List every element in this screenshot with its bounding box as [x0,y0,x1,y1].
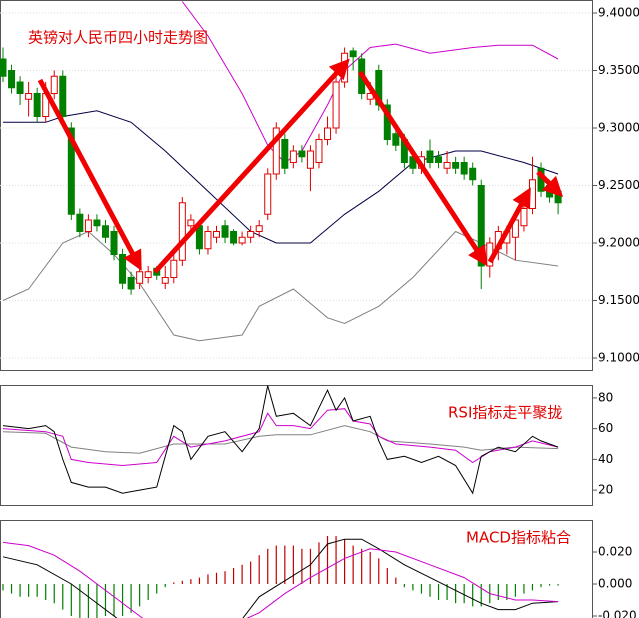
candle-body [426,150,434,163]
candle-body [238,236,246,244]
indicator-line [3,110,559,244]
trend-arrow [536,170,564,198]
candle-body [392,133,400,146]
candle-body [33,93,41,117]
trend-arrow [37,78,142,271]
candle-body [435,156,443,163]
candle-body [281,139,289,169]
candle-body [264,173,272,215]
candle-body [76,213,84,232]
y-tick-label: 80 [598,390,613,404]
indicator-line [2,385,559,495]
annotation: MACD指标粘合 [466,529,571,547]
candle-body [528,179,536,209]
candle-body [187,219,195,227]
candle-body [110,231,118,255]
y-tick-label: 60 [598,421,613,435]
candle-body [178,202,186,261]
y-tick-label: 20 [598,483,613,497]
rsi-plot [2,385,559,495]
trend-arrow [357,70,488,267]
candle-body [230,231,238,244]
y-tick-label: 9.2000 [598,236,639,250]
y-tick-label: 9.1000 [598,351,639,365]
y-tick-label: 9.1500 [598,293,639,307]
candle-body [315,139,323,163]
candle-body [520,208,528,227]
candle-body [25,93,33,100]
candle-body [349,50,357,58]
candle-body [247,231,255,238]
annotation: RSI指标走平聚拢 [448,404,562,422]
candle-body [170,259,178,278]
candle-body [50,75,58,94]
candle-body [324,127,332,140]
y-tick-label: 9.2500 [598,178,639,192]
macd-panel-frame [0,520,593,618]
trend-arrows [37,58,564,274]
trend-arrow [487,187,531,264]
candle-body [469,167,477,181]
candle-body [93,219,101,227]
trend-arrow [153,58,350,274]
price-plot [0,1,593,359]
y-tick-label: 40 [598,452,613,466]
candle-body [67,127,75,215]
candle-body [460,162,468,175]
y-tick-label: 9.4000 [598,6,639,20]
candle-body [298,150,306,158]
candle-body [127,277,135,290]
candle-body [443,162,451,169]
y-tick-label: 0.000 [598,577,632,591]
candle-body [213,231,220,238]
candle-body [0,58,7,77]
candle-body [136,271,144,284]
candle-body [255,225,263,232]
indicator-line [2,425,559,454]
candle-body [101,225,109,238]
y-tick-label: -0.020 [598,609,637,618]
indicator-line [2,408,559,467]
candle-body [144,271,152,278]
indicator-line [2,541,559,618]
candle-body [161,277,169,284]
candle-body [554,190,562,204]
candle-body [306,150,314,169]
candle-body [272,127,280,175]
indicator-line [2,538,559,618]
y-tick-label: 0.020 [598,545,632,559]
candle-body [452,162,460,169]
rsi-panel-frame [0,385,593,506]
candle-body [84,219,92,232]
candle-body [16,81,24,94]
price-panel-frame [0,0,593,371]
candle-body [119,254,127,284]
candle-body [204,231,212,250]
candle-body [332,81,340,129]
candle-body [289,150,297,163]
candle-body [59,75,67,117]
candle-body [221,225,229,238]
chart-title: 英镑对人民币四小时走势图 [28,29,208,47]
macd-plot [2,536,559,618]
candle-body [8,70,16,89]
y-tick-label: 9.3000 [598,121,639,135]
y-tick-label: 9.3500 [598,63,639,77]
